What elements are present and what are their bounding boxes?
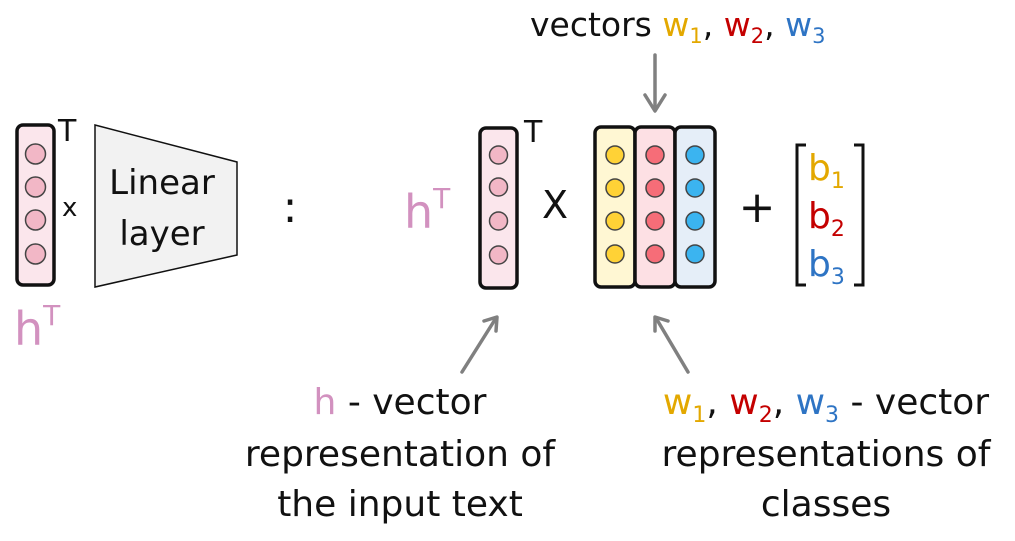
h-caption: h - vector representation of the input t…	[245, 382, 556, 525]
h-caption-line3: the input text	[277, 484, 523, 525]
colon-separator: :	[283, 182, 298, 233]
right-h-neuron	[488, 245, 509, 265]
left-transpose-mark: T	[57, 114, 77, 149]
right-equation: hT T X + b1 b2 b3	[404, 115, 865, 290]
bias-left-bracket	[795, 143, 806, 287]
w2-neuron	[645, 145, 665, 165]
right-times-sign: X	[542, 183, 568, 227]
w-caption-line3: classes	[761, 484, 891, 525]
w1-neuron	[605, 178, 625, 198]
w3-neuron	[685, 211, 705, 231]
left-h-neuron	[24, 176, 47, 198]
right-h-neuron	[488, 145, 509, 165]
left-h-neuron	[24, 209, 47, 231]
h-caption-line2: representation of	[245, 434, 556, 475]
w2-neuron	[645, 211, 665, 231]
linear-layer-label-line2: layer	[119, 214, 204, 254]
left-equation: T x Linear layer hT :	[14, 114, 297, 356]
left-h-neuron	[24, 143, 47, 165]
arrow-down-to-matrix	[643, 53, 667, 113]
bias-b2: b2	[808, 196, 845, 242]
w-caption-line2: representations of	[662, 434, 992, 475]
w3-neuron	[685, 145, 705, 165]
right-h-neuron	[488, 211, 509, 231]
arrow-to-weight-matrix	[653, 315, 690, 374]
left-h-vector-box	[15, 123, 56, 287]
w1-neuron	[605, 244, 625, 264]
linear-layer-label-line1: Linear	[109, 163, 215, 203]
w3-column	[673, 125, 717, 289]
arrow-to-h-vector	[460, 315, 499, 374]
arrows	[460, 53, 690, 374]
h-caption-line1: h - vector	[314, 382, 487, 423]
left-h-transpose-label: hT	[14, 299, 61, 356]
right-h-transpose-label: hT	[404, 182, 451, 239]
left-times-sign: x	[62, 193, 77, 223]
w3-neuron	[685, 178, 705, 198]
w-caption-line1: w1, w2, w3 - vector	[663, 382, 989, 428]
right-h-neuron	[488, 177, 509, 197]
bias-b3: b3	[808, 244, 845, 290]
linear-layer-trapezoid	[94, 124, 238, 288]
w2-neuron	[645, 244, 665, 264]
w1-neuron	[605, 211, 625, 231]
right-transpose-mark: T	[523, 115, 543, 150]
bias-right-bracket	[854, 143, 865, 287]
w-caption: w1, w2, w3 - vector representations of c…	[662, 382, 992, 525]
w1-neuron	[605, 145, 625, 165]
top-vectors-label: vectors w1, w2, w3	[530, 5, 826, 48]
right-h-vector-box	[478, 126, 519, 290]
left-h-neuron	[24, 243, 47, 265]
plus-sign: +	[739, 182, 776, 233]
bias-b1: b1	[808, 148, 845, 194]
w3-neuron	[685, 244, 705, 264]
w2-neuron	[645, 178, 665, 198]
